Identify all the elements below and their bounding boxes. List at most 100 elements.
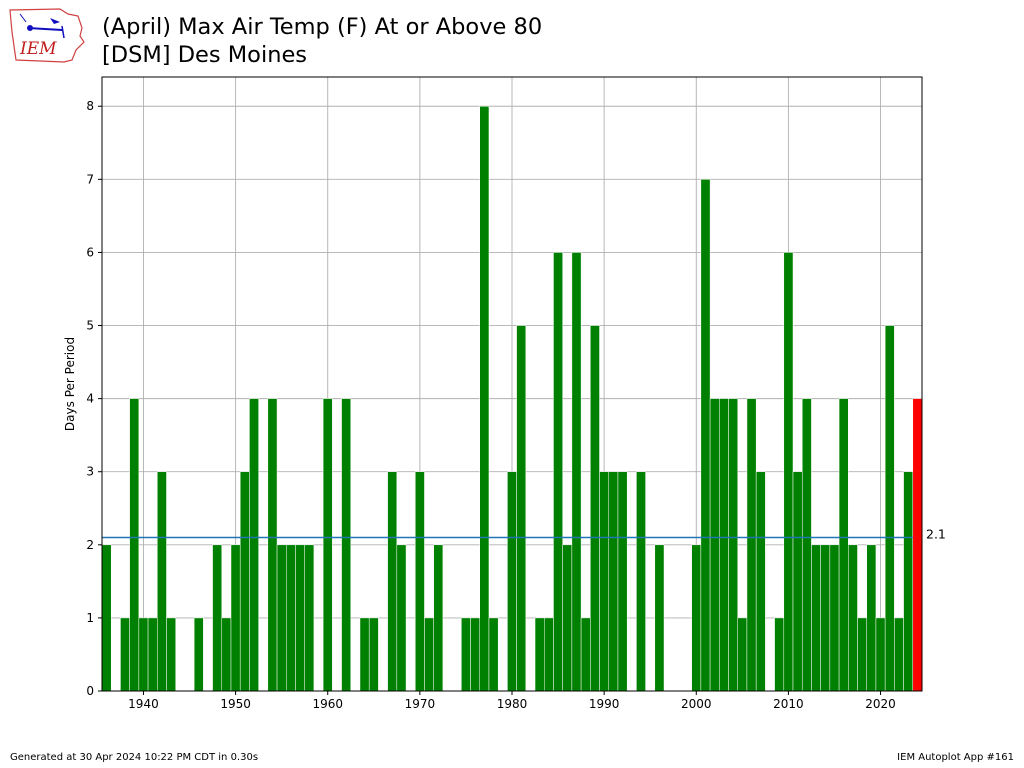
bar	[571, 252, 582, 692]
bar	[304, 544, 315, 692]
bar	[129, 398, 140, 692]
bar	[249, 398, 259, 692]
bar	[543, 617, 554, 692]
bar	[368, 617, 379, 692]
bar	[101, 544, 112, 692]
bar	[562, 544, 573, 692]
chart-title: (April) Max Air Temp (F) At or Above 80 …	[102, 13, 542, 69]
bar	[507, 471, 517, 692]
bar	[286, 544, 296, 692]
bar	[147, 617, 158, 692]
x-tick-label: 2010	[773, 697, 804, 711]
bar	[461, 617, 471, 692]
bar	[848, 544, 858, 692]
bar	[230, 544, 241, 692]
bar	[424, 617, 434, 692]
x-axis: 1940 1950 1960 1970 1980 1990 2000 2010 2020	[128, 691, 896, 711]
bar	[166, 617, 176, 692]
bar	[295, 544, 305, 692]
bar	[590, 325, 600, 692]
iem-logo: IEM	[9, 8, 85, 63]
bar	[516, 325, 527, 692]
title-line-2: [DSM] Des Moines	[102, 42, 308, 68]
bar	[829, 544, 840, 692]
x-tick-label: 1950	[220, 697, 251, 711]
bar	[580, 617, 591, 692]
bar	[700, 179, 711, 692]
title-line-1: (April) Max Air Temp (F) At or Above 80	[102, 14, 543, 40]
bar	[193, 617, 204, 692]
bar	[267, 398, 278, 692]
bar-current-year	[912, 398, 923, 692]
bar	[479, 105, 490, 692]
y-tick-label: 0	[86, 684, 94, 698]
bar	[157, 471, 167, 692]
bar	[894, 617, 904, 692]
x-tick-label: 1970	[405, 697, 436, 711]
bar	[599, 471, 609, 692]
bar	[608, 471, 619, 692]
bar	[534, 617, 545, 692]
x-tick-label: 1940	[128, 697, 159, 711]
x-tick-label: 1960	[312, 697, 343, 711]
bar	[691, 544, 702, 692]
bar	[746, 398, 757, 692]
bar	[719, 398, 729, 692]
bar	[792, 471, 803, 692]
bar	[488, 617, 499, 692]
bars	[101, 105, 923, 692]
bar	[239, 471, 250, 692]
bar	[783, 252, 794, 692]
bar	[774, 617, 785, 692]
y-axis: 0 1 2 3 4 5 6 7 8	[86, 99, 102, 698]
bar	[387, 471, 398, 692]
bar	[212, 544, 223, 692]
bar	[728, 398, 738, 692]
bar	[755, 471, 766, 692]
bar	[737, 617, 748, 692]
bar	[221, 617, 232, 692]
bar	[617, 471, 628, 692]
y-axis-label: Days Per Period	[63, 337, 77, 431]
footer-generated: Generated at 30 Apr 2024 10:22 PM CDT in…	[10, 752, 259, 763]
bar	[811, 544, 821, 692]
bar	[138, 617, 149, 692]
y-tick-label: 7	[86, 172, 94, 186]
average-label: 2.1	[926, 527, 946, 542]
bar	[838, 398, 849, 692]
bar	[857, 617, 867, 692]
logo-text: IEM	[19, 39, 57, 59]
x-tick-label: 1990	[589, 697, 620, 711]
bar	[359, 617, 370, 692]
y-tick-label: 2	[86, 538, 94, 552]
average-line-group: 2.1	[102, 527, 946, 542]
bar	[866, 544, 877, 692]
bar	[553, 252, 563, 692]
bar	[654, 544, 665, 692]
bar	[470, 617, 481, 692]
x-tick-label: 2020	[865, 697, 896, 711]
bar	[322, 398, 333, 692]
bar	[415, 471, 425, 692]
bar	[276, 544, 287, 692]
y-tick-label: 3	[86, 465, 94, 479]
x-tick-label: 2000	[681, 697, 712, 711]
bar	[875, 617, 886, 692]
bar	[903, 471, 914, 692]
bar	[433, 544, 444, 692]
footer-app: IEM Autoplot App #161	[897, 752, 1014, 763]
bar	[884, 325, 895, 692]
bar	[801, 398, 812, 692]
y-tick-label: 5	[86, 319, 94, 333]
bar	[396, 544, 407, 692]
y-tick-label: 1	[86, 611, 94, 625]
y-tick-label: 6	[86, 245, 94, 259]
bar	[636, 471, 646, 692]
y-tick-label: 8	[86, 99, 94, 113]
bar	[341, 398, 352, 692]
y-tick-label: 4	[86, 392, 94, 406]
x-tick-label: 1980	[497, 697, 528, 711]
bar	[820, 544, 831, 692]
bar	[709, 398, 720, 692]
